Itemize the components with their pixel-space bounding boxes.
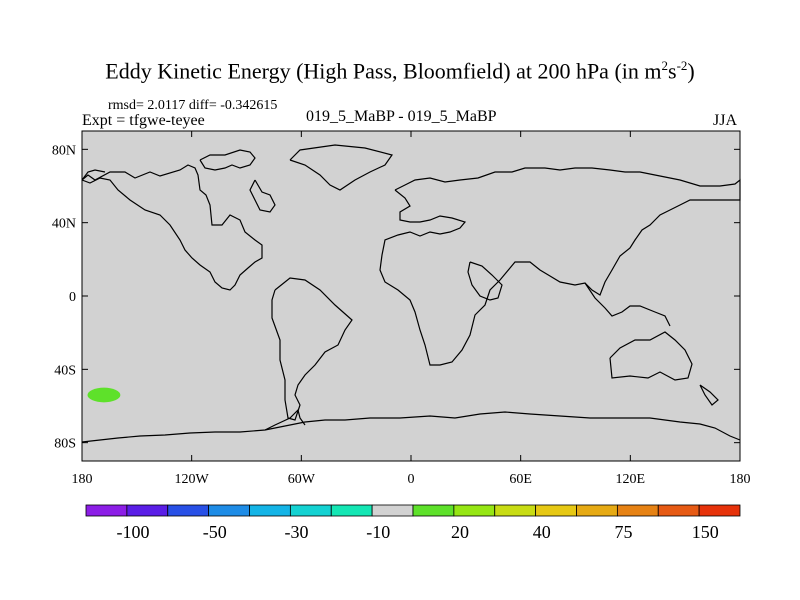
x-tick-label-5: 120E [616, 472, 646, 487]
coastline-canadian-arctic [199, 149, 256, 171]
colorbar-box-15 [698, 504, 741, 517]
difference-label: 019_5_MaBP - 019_5_MaBP [306, 108, 497, 125]
y-tick-label-3: 40S [54, 363, 76, 378]
colorbar-label-6: 75 [615, 522, 633, 542]
colorbar-label-2: -30 [285, 522, 309, 542]
coastline-southeast-asia [584, 282, 671, 327]
map-field [82, 131, 740, 461]
colorbar-box-13 [616, 504, 659, 517]
colorbar-box-2 [167, 504, 210, 517]
y-tick-label-1: 40N [52, 217, 76, 232]
experiment-label: Expt = tfgwe-teyee [82, 112, 205, 129]
colorbar-box-14 [657, 504, 700, 517]
colorbar-box-12 [576, 504, 618, 517]
coastline-hudson-bay [249, 179, 276, 213]
x-tick-label-4: 60E [509, 472, 532, 487]
x-tick-label-2: 60W [288, 472, 316, 487]
x-tick-label-0: 180 [72, 472, 93, 487]
season-label: JJA [713, 112, 738, 129]
colorbar-box-6 [330, 504, 373, 517]
coastline-australia [609, 331, 693, 381]
coastline-antarctic-peninsula [264, 408, 306, 431]
colorbar-box-3 [208, 504, 250, 517]
anomaly-region-0 [87, 387, 121, 403]
colorbar-label-3: -10 [366, 522, 390, 542]
coastline-kamchatka-alaska [81, 169, 106, 181]
colorbar-box-8 [412, 504, 455, 517]
y-tick-label-4: 80S [54, 437, 76, 452]
colorbar-box-11 [535, 504, 577, 517]
colorbar-box-4 [249, 504, 291, 517]
x-tick-label-1: 120W [175, 472, 210, 487]
y-tick-label-0: 80N [52, 143, 76, 158]
coastline-greenland [289, 144, 393, 191]
colorbar-box-10 [494, 504, 537, 517]
colorbar-box-5 [289, 504, 332, 517]
chart-title: Eddy Kinetic Energy (High Pass, Bloomfie… [105, 58, 695, 84]
colorbar-box-0 [85, 504, 128, 517]
colorbar-label-7: 150 [692, 522, 719, 542]
coastline-arabia [467, 261, 503, 301]
coastline-antarctica [81, 411, 741, 443]
y-tick-label-2: 0 [69, 290, 76, 305]
coastline-north-america [81, 164, 263, 291]
colorbar-label-0: -100 [117, 522, 150, 542]
colorbar-label-4: 20 [451, 522, 469, 542]
colorbar-label-1: -50 [203, 522, 227, 542]
colorbar-box-9 [453, 504, 496, 517]
coastline-new-zealand [699, 384, 719, 406]
stats-text: rmsd= 2.0117 diff= -0.342615 [108, 98, 278, 113]
coastline-eurasia-africa [379, 167, 741, 366]
x-tick-label-3: 0 [408, 472, 415, 487]
coastline-south-america [271, 277, 353, 421]
colorbar-box-7 [371, 504, 414, 517]
colorbar-label-5: 40 [533, 522, 551, 542]
colorbar-box-1 [126, 504, 169, 517]
colorbar: -100 -50 -30 -10 20 40 75 150 [85, 504, 741, 542]
x-tick-label-6: 180 [730, 472, 751, 487]
